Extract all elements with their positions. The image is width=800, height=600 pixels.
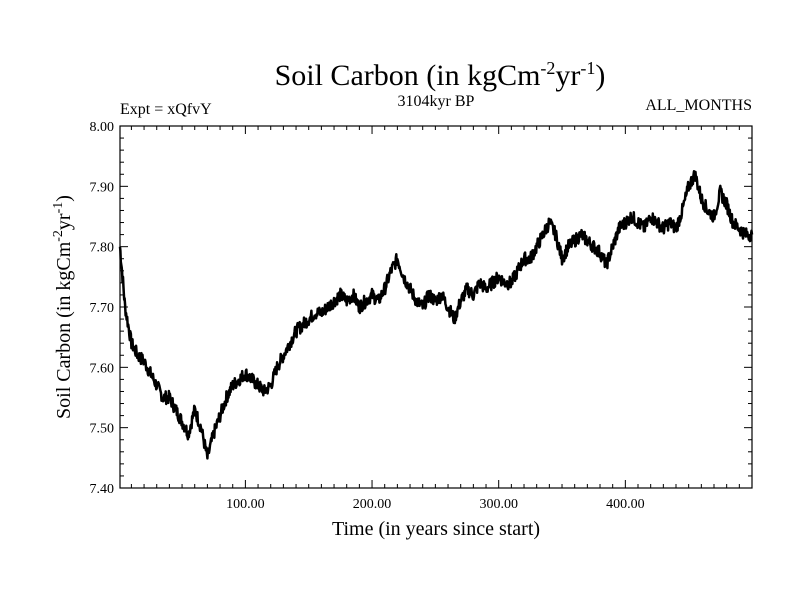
- soil-carbon-series-line: [118, 170, 754, 460]
- y-tick-label: 7.40: [90, 482, 115, 497]
- tick-labels: 7.40 7.50 7.60 7.70 7.80 7.90 8.00 100.00 200.00…: [90, 120, 645, 512]
- axis-ticks: [120, 125, 753, 489]
- x-tick-label: 300.00: [479, 497, 518, 512]
- experiment-label: Expt = xQfvY: [120, 101, 212, 118]
- y-tick-label: 8.00: [90, 120, 115, 135]
- x-tick-label: 100.00: [226, 497, 265, 512]
- y-tick-label: 7.90: [90, 180, 115, 195]
- y-tick-label: 7.60: [90, 361, 115, 376]
- period-label: 3104kyr BP: [398, 93, 475, 110]
- y-axis-label: Soil Carbon (in kgCm-2yr-1): [51, 195, 75, 419]
- x-tick-label: 400.00: [606, 497, 645, 512]
- x-tick-label: 200.00: [353, 497, 392, 512]
- x-axis-label: Time (in years since start): [332, 518, 540, 540]
- y-tick-label: 7.70: [90, 301, 115, 316]
- y-tick-label: 7.80: [90, 241, 115, 256]
- months-label: ALL_MONTHS: [645, 97, 752, 114]
- y-tick-label: 7.50: [90, 422, 115, 437]
- chart-title: Soil Carbon (in kgCm-2yr-1): [275, 58, 606, 92]
